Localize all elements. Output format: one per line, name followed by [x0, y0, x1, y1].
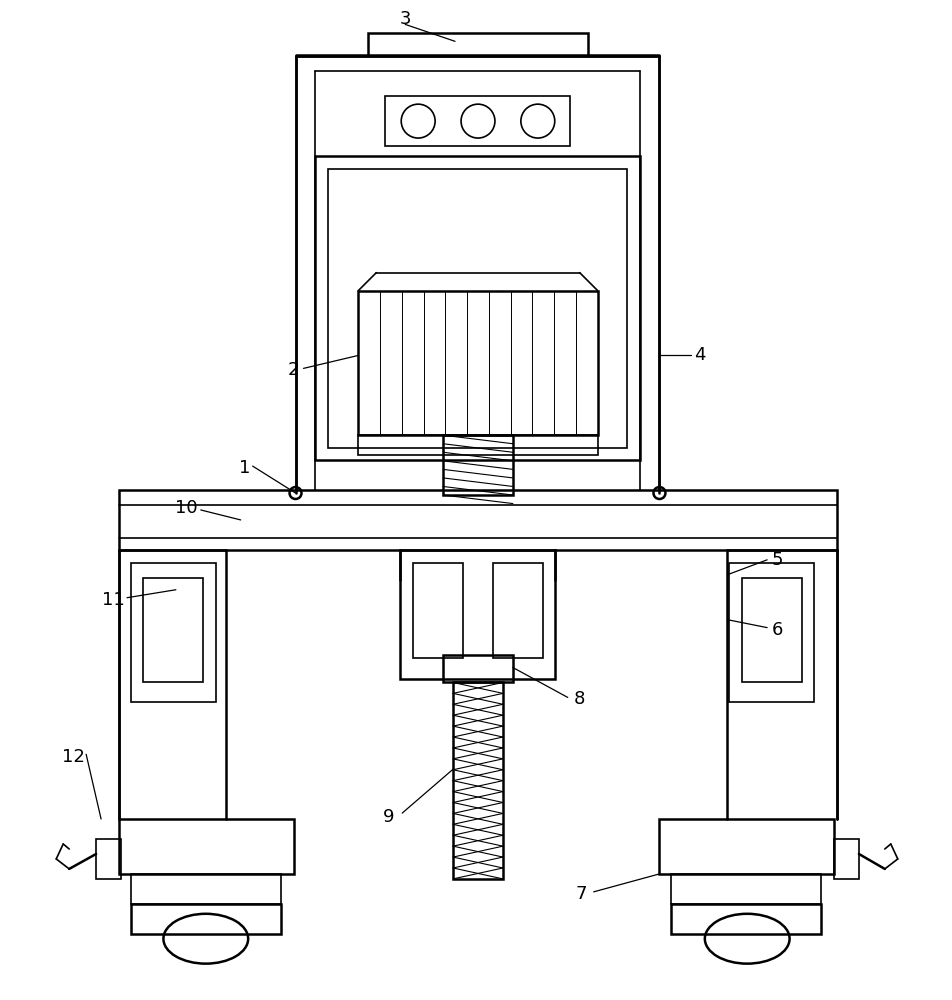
Bar: [96, 839, 121, 879]
Bar: [367, 33, 587, 55]
Bar: [659, 819, 833, 874]
Bar: [315, 156, 639, 460]
Bar: [130, 874, 280, 904]
Bar: [143, 578, 203, 682]
Bar: [742, 578, 802, 682]
Text: 12: 12: [62, 748, 85, 766]
Text: 1: 1: [239, 459, 250, 477]
Text: 11: 11: [102, 591, 125, 609]
Text: 8: 8: [573, 690, 585, 708]
Text: 4: 4: [693, 346, 704, 364]
Bar: [130, 904, 280, 934]
Bar: [833, 839, 858, 879]
Text: 2: 2: [288, 361, 299, 379]
Text: 3: 3: [399, 10, 410, 28]
Text: 7: 7: [575, 885, 586, 903]
Bar: [400, 550, 554, 679]
Bar: [130, 563, 215, 702]
Text: 5: 5: [770, 551, 782, 569]
Bar: [358, 291, 597, 435]
Text: 10: 10: [174, 499, 197, 517]
Text: 9: 9: [382, 808, 393, 826]
Bar: [452, 682, 503, 879]
Bar: [119, 819, 293, 874]
Bar: [328, 169, 625, 448]
Bar: [443, 435, 512, 495]
Bar: [358, 435, 597, 455]
Bar: [492, 563, 543, 658]
Bar: [671, 904, 820, 934]
Bar: [671, 874, 820, 904]
Text: 6: 6: [770, 621, 782, 639]
Bar: [443, 655, 512, 682]
Bar: [413, 563, 463, 658]
Bar: [119, 490, 836, 550]
Bar: [728, 563, 813, 702]
Bar: [385, 96, 569, 146]
